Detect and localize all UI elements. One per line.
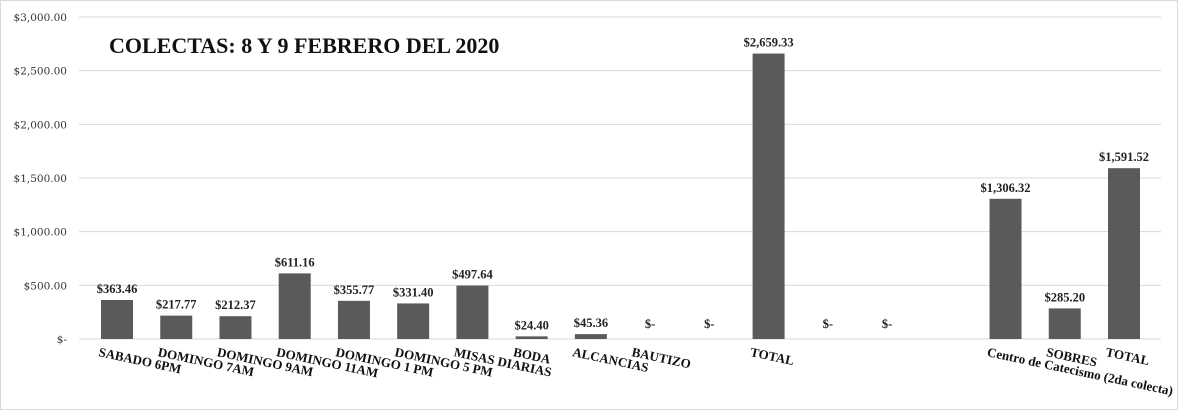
bar [219,316,252,339]
y-tick-label: $2,500.00 [14,66,67,78]
data-label: $497.64 [452,268,493,282]
chart-title: COLECTAS: 8 Y 9 FEBRERO DEL 2020 [109,33,499,58]
data-label: $217.77 [156,298,197,312]
data-label: $611.16 [275,255,315,269]
data-label: $1,591.52 [1099,150,1149,164]
data-label: $- [882,317,892,331]
data-label: $45.36 [574,316,608,330]
data-label: $212.37 [215,298,256,312]
data-label: $- [704,317,714,331]
data-label: $285.20 [1044,290,1085,304]
data-label: $1,306.32 [981,181,1031,195]
bar [456,285,489,339]
data-label: $- [823,317,833,331]
x-tick-label: TOTAL [1104,344,1151,368]
bar [574,334,607,339]
bar [752,53,785,339]
y-axis-ticks: $- $500.00 $1,000.00 $1,500.00 $2,000.00 $2,5… [14,12,68,346]
data-label: $355.77 [334,283,375,297]
bar [337,300,370,339]
data-label: $363.46 [97,282,138,296]
bar [1108,168,1140,339]
data-label: $- [645,317,655,331]
data-label: $24.40 [514,318,548,332]
data-label: $2,659.33 [744,36,794,50]
y-tick-label: $3,000.00 [14,12,67,24]
data-labels: $363.46 $217.77 $212.37 $611.16 $355.77 $331.… [97,36,1149,333]
y-tick-label: $2,000.00 [14,119,67,131]
bar [989,198,1022,339]
data-label: $331.40 [393,285,434,299]
y-tick-label: $1,000.00 [14,227,67,239]
bar [1048,308,1081,339]
bar [160,315,193,339]
bar [515,336,548,339]
gridlines [79,16,1161,340]
bar [101,299,133,339]
y-tick-label: $- [57,334,68,346]
y-tick-label: $1,500.00 [14,173,67,185]
y-tick-label: $500.00 [24,280,67,292]
bar [278,273,311,339]
bars [101,53,1140,339]
x-tick-label: TOTAL [749,344,796,368]
bar [397,303,430,339]
